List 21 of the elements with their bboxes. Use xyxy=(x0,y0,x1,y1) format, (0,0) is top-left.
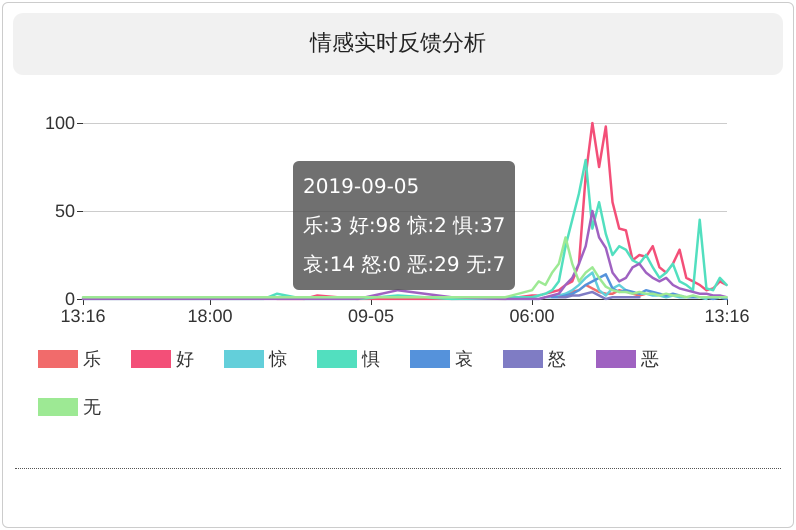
legend-label: 惧 xyxy=(361,349,380,369)
y-tick-label: 0 xyxy=(64,289,75,309)
chart-title: 情感实时反馈分析 xyxy=(13,13,783,75)
legend-label: 恶 xyxy=(640,349,659,369)
x-tick-label: 13:16 xyxy=(704,306,750,326)
legend-label: 好 xyxy=(176,349,194,369)
y-tick-label: 50 xyxy=(54,201,75,221)
legend-label: 无 xyxy=(83,397,101,417)
annotation: 2019-09-05 xyxy=(303,173,420,200)
legend-label: 哀 xyxy=(455,349,473,369)
legend-label: 惊 xyxy=(268,349,287,369)
x-tick-label: 09-05 xyxy=(348,306,394,326)
annotation: 乐:3 好:98 惊:2 惧:37 xyxy=(303,212,506,239)
tooltip-box: 2019-09-05 乐:3 好:98 惊:2 惧:37 哀:14 怒:0 恶:29 无:7 xyxy=(293,161,516,290)
legend-label: 乐 xyxy=(83,349,101,369)
x-tick-label: 06:00 xyxy=(509,306,555,326)
x-tick-label: 13:16 xyxy=(60,306,106,326)
legend-label: 怒 xyxy=(547,349,566,369)
annotation: 哀:14 怒:0 恶:29 无:7 xyxy=(303,251,506,278)
x-tick-label: 18:00 xyxy=(187,306,233,326)
y-tick-label: 100 xyxy=(44,113,75,133)
